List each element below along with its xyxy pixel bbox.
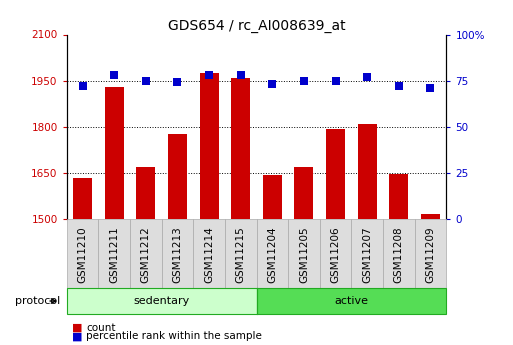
- Bar: [193, 219, 225, 288]
- Bar: [256, 288, 446, 314]
- Text: percentile rank within the sample: percentile rank within the sample: [86, 332, 262, 341]
- Bar: [358, 124, 377, 219]
- Bar: [288, 219, 320, 288]
- Text: count: count: [86, 323, 116, 333]
- Point: [331, 78, 340, 83]
- Text: GSM11212: GSM11212: [141, 226, 151, 283]
- Title: GDS654 / rc_AI008639_at: GDS654 / rc_AI008639_at: [168, 19, 345, 33]
- Text: protocol: protocol: [15, 296, 61, 306]
- Bar: [263, 175, 282, 219]
- Point: [394, 83, 403, 89]
- Bar: [67, 219, 98, 288]
- Point: [268, 81, 277, 87]
- Point: [78, 83, 87, 89]
- Text: GSM11206: GSM11206: [330, 226, 341, 283]
- Bar: [294, 167, 313, 219]
- Bar: [326, 129, 345, 219]
- Bar: [200, 73, 219, 219]
- Text: active: active: [334, 296, 368, 306]
- Bar: [383, 219, 415, 288]
- Bar: [389, 174, 408, 219]
- Point: [142, 78, 150, 83]
- Text: GSM11213: GSM11213: [172, 226, 183, 283]
- Bar: [421, 215, 440, 219]
- Text: GSM11211: GSM11211: [109, 226, 119, 283]
- Point: [426, 85, 435, 91]
- Bar: [162, 219, 193, 288]
- Text: GSM11215: GSM11215: [235, 226, 246, 283]
- Text: GSM11208: GSM11208: [394, 226, 404, 283]
- Bar: [415, 219, 446, 288]
- Text: GSM11207: GSM11207: [362, 226, 372, 283]
- Bar: [231, 78, 250, 219]
- Bar: [168, 134, 187, 219]
- Bar: [73, 178, 92, 219]
- Bar: [256, 219, 288, 288]
- Bar: [67, 288, 256, 314]
- Text: GSM11210: GSM11210: [77, 226, 88, 283]
- Bar: [320, 219, 351, 288]
- Point: [363, 74, 371, 80]
- Text: GSM11205: GSM11205: [299, 226, 309, 283]
- Text: GSM11214: GSM11214: [204, 226, 214, 283]
- Point: [110, 72, 118, 78]
- Point: [173, 80, 182, 85]
- Bar: [105, 87, 124, 219]
- Text: ■: ■: [72, 332, 82, 341]
- Bar: [130, 219, 162, 288]
- Text: GSM11209: GSM11209: [425, 226, 436, 283]
- Text: sedentary: sedentary: [133, 296, 190, 306]
- Bar: [351, 219, 383, 288]
- Text: GSM11204: GSM11204: [267, 226, 278, 283]
- Point: [300, 78, 308, 83]
- Text: ■: ■: [72, 323, 82, 333]
- Bar: [136, 167, 155, 219]
- Bar: [225, 219, 256, 288]
- Point: [236, 72, 245, 78]
- Point: [205, 72, 213, 78]
- Bar: [98, 219, 130, 288]
